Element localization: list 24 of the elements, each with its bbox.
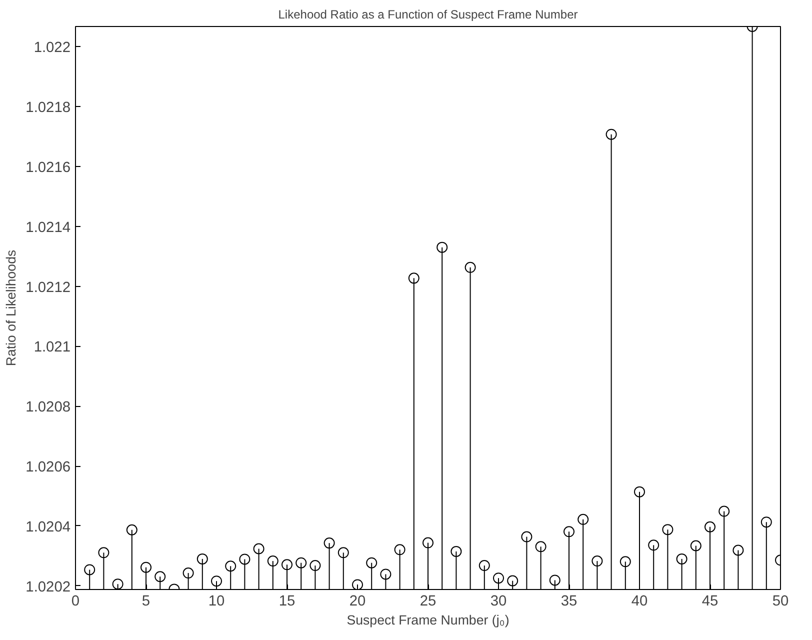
y-tick-label: 1.0202 (26, 579, 70, 596)
y-tick-label: 1.0208 (26, 400, 70, 416)
y-tick-label: 1.0218 (26, 100, 70, 116)
x-tick-label: 0 (71, 594, 80, 610)
chart-title: Likehood Ratio as a Function of Suspect Frame Number (278, 8, 578, 22)
y-tick-label: 1.0212 (26, 280, 70, 296)
y-tick-label: 1.022 (34, 40, 71, 56)
x-tick-label: 40 (631, 594, 648, 610)
y-tick-label: 1.021 (34, 340, 71, 356)
x-tick-label: 30 (490, 594, 507, 610)
x-axis-title: Suspect Frame Number (j₀) (346, 612, 510, 628)
x-tick-label: 45 (702, 594, 718, 610)
y-tick-label: 1.0216 (26, 160, 70, 176)
x-tick-label: 15 (278, 594, 296, 610)
x-tick-label: 10 (208, 594, 225, 610)
x-tick-label: 5 (142, 594, 150, 610)
y-tick-label: 1.0214 (26, 220, 70, 236)
x-tick-label: 50 (772, 594, 789, 610)
x-tick-label: 35 (560, 594, 578, 610)
x-tick-label: 20 (349, 594, 366, 610)
y-axis-title: Ratio of Likelihoods (4, 250, 19, 366)
x-tick-label: 25 (420, 594, 436, 610)
y-tick-label: 1.0204 (26, 519, 70, 536)
y-tick-label: 1.0206 (26, 460, 70, 476)
